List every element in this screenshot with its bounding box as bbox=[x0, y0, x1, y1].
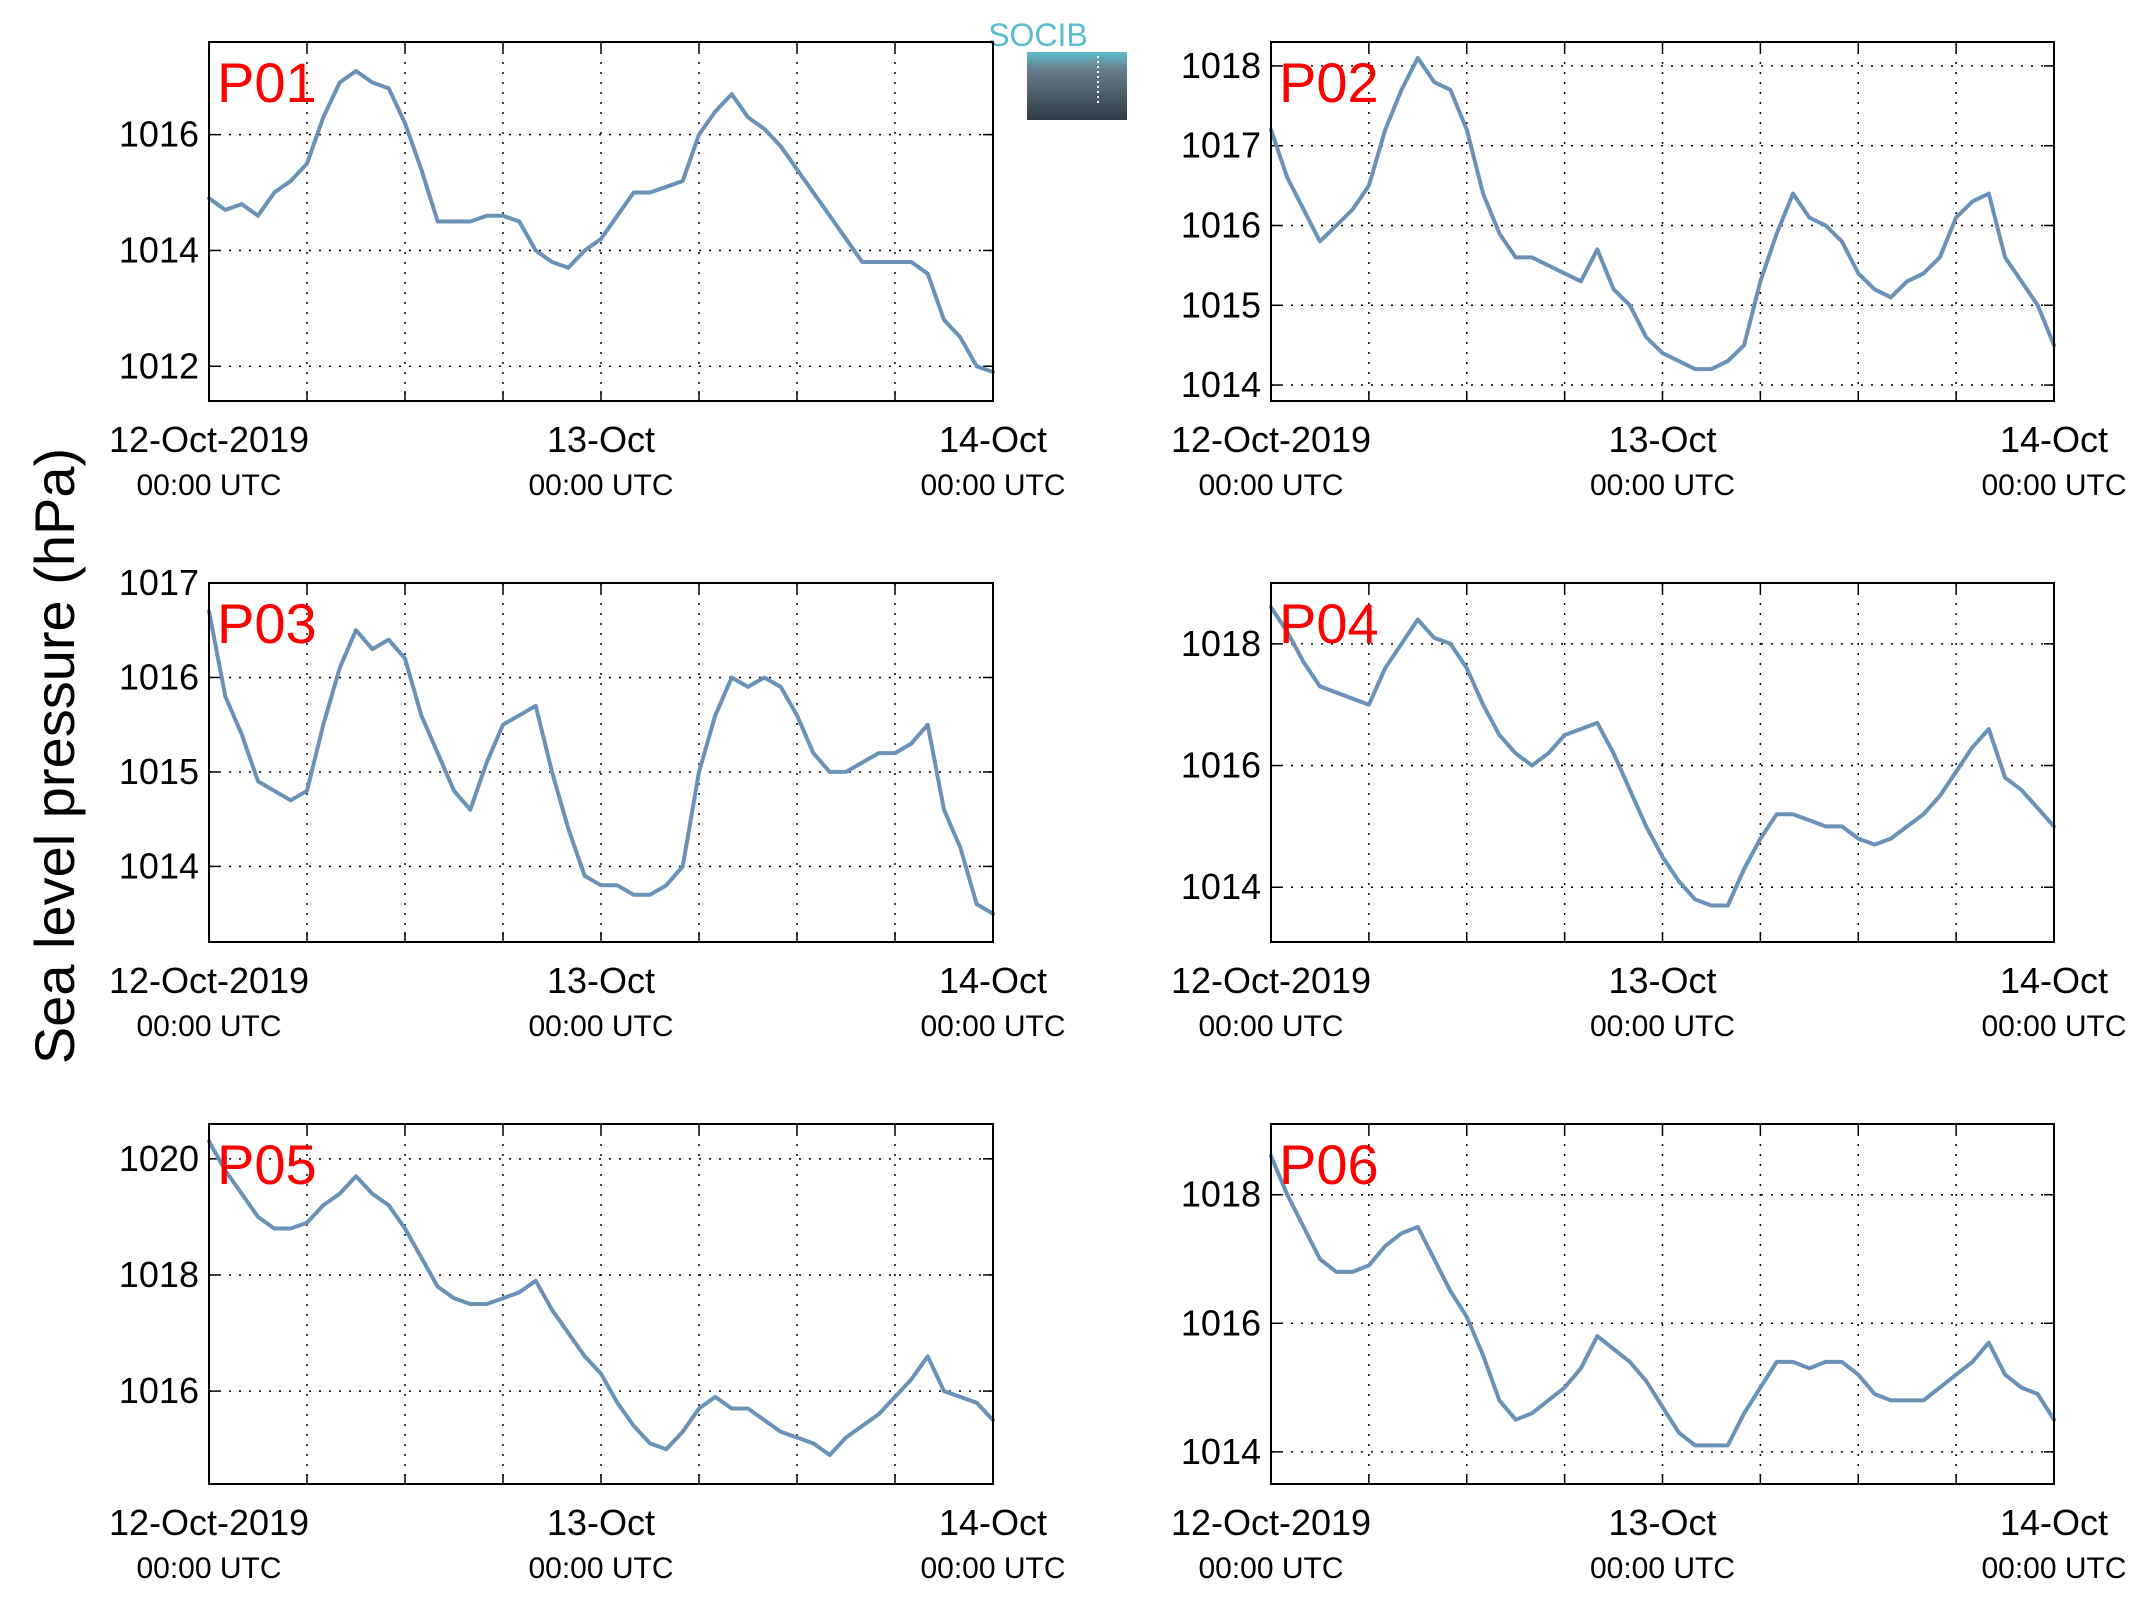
x-tick-sublabel: 00:00 UTC bbox=[1981, 469, 2126, 502]
x-tick-label: 13-Oct bbox=[547, 1502, 655, 1543]
series-line-p06 bbox=[1269, 1154, 2056, 1448]
x-tick-label: 12-Oct-2019 bbox=[109, 960, 309, 1001]
panel-label: P03 bbox=[217, 592, 317, 655]
axes-frame bbox=[1270, 1123, 2055, 1485]
x-tick-label: 13-Oct bbox=[547, 419, 655, 460]
series-line-p03 bbox=[207, 609, 995, 916]
y-tick-label: 1018 bbox=[1181, 623, 1261, 664]
x-tick-sublabel: 00:00 UTC bbox=[1198, 469, 1343, 502]
logo-block bbox=[1027, 52, 1127, 120]
x-tick-sublabel: 00:00 UTC bbox=[1590, 1010, 1735, 1043]
panel-p03: 1014 1015 1016 1017 12-Oct-2019 00:00 UTC 13-O… bbox=[109, 562, 1066, 1043]
x-tick-label: 14-Oct bbox=[939, 1502, 1047, 1543]
x-tick-sublabel: 00:00 UTC bbox=[136, 469, 281, 502]
panel-label: P06 bbox=[1279, 1133, 1379, 1196]
x-tick-label: 14-Oct bbox=[939, 419, 1047, 460]
x-tick-label: 14-Oct bbox=[2000, 419, 2108, 460]
x-tick-label: 12-Oct-2019 bbox=[1171, 1502, 1371, 1543]
x-tick-sublabel: 00:00 UTC bbox=[528, 1552, 673, 1585]
y-tick-label: 1015 bbox=[119, 751, 199, 792]
panels: 1012 1014 1016 12-Oct-2019 00:00 UTC 13-Oct 00… bbox=[109, 41, 2127, 1585]
y-tick-label: 1016 bbox=[119, 1370, 199, 1411]
y-tick-label: 1016 bbox=[1181, 204, 1261, 245]
x-tick-sublabel: 00:00 UTC bbox=[1198, 1010, 1343, 1043]
x-tick-label: 13-Oct bbox=[1608, 960, 1716, 1001]
panel-label: P04 bbox=[1279, 592, 1379, 655]
axes-frame bbox=[1270, 41, 2055, 402]
panel-p06: 1014 1016 1018 12-Oct-2019 00:00 UTC 13-Oct 00… bbox=[1171, 1123, 2127, 1585]
panel-label: P01 bbox=[217, 51, 317, 114]
x-tick-label: 12-Oct-2019 bbox=[109, 1502, 309, 1543]
panel-p01: 1012 1014 1016 12-Oct-2019 00:00 UTC 13-Oct 00… bbox=[109, 41, 1066, 502]
y-tick-label: 1014 bbox=[119, 229, 199, 270]
axes-frame bbox=[208, 1123, 994, 1485]
x-tick-sublabel: 00:00 UTC bbox=[920, 1552, 1065, 1585]
y-tick-label: 1014 bbox=[1181, 364, 1261, 405]
x-tick-label: 13-Oct bbox=[1608, 1502, 1716, 1543]
panel-p04: 1014 1016 1018 12-Oct-2019 00:00 UTC 13-Oct 00… bbox=[1171, 582, 2127, 1043]
x-tick-sublabel: 00:00 UTC bbox=[920, 469, 1065, 502]
x-tick-sublabel: 00:00 UTC bbox=[528, 469, 673, 502]
panel-p02: 1014 1015 1016 1017 1018 12-Oct-2019 00:00 UTC… bbox=[1171, 41, 2127, 502]
x-tick-label: 12-Oct-2019 bbox=[1171, 419, 1371, 460]
y-tick-label: 1017 bbox=[1181, 125, 1261, 166]
y-tick-label: 1018 bbox=[1181, 1174, 1261, 1215]
y-tick-label: 1012 bbox=[119, 345, 199, 386]
y-tick-label: 1016 bbox=[1181, 1302, 1261, 1343]
y-tick-label: 1017 bbox=[119, 562, 199, 603]
x-tick-label: 14-Oct bbox=[939, 960, 1047, 1001]
panel-p05: 1016 1018 1020 12-Oct-2019 00:00 UTC 13-Oct 00… bbox=[109, 1123, 1066, 1585]
y-tick-label: 1020 bbox=[119, 1138, 199, 1179]
x-tick-sublabel: 00:00 UTC bbox=[1590, 469, 1735, 502]
x-tick-label: 13-Oct bbox=[1608, 419, 1716, 460]
logo-text: SOCIB bbox=[988, 17, 1088, 53]
x-tick-sublabel: 00:00 UTC bbox=[1981, 1010, 2126, 1043]
series-line-p01 bbox=[207, 69, 995, 374]
x-tick-sublabel: 00:00 UTC bbox=[1981, 1552, 2126, 1585]
x-tick-sublabel: 00:00 UTC bbox=[1198, 1552, 1343, 1585]
x-tick-label: 13-Oct bbox=[547, 960, 655, 1001]
series-line-p05 bbox=[207, 1139, 995, 1457]
series-line-p04 bbox=[1269, 605, 2056, 908]
y-tick-label: 1016 bbox=[119, 656, 199, 697]
y-tick-label: 1014 bbox=[1181, 866, 1261, 907]
x-tick-sublabel: 00:00 UTC bbox=[1590, 1552, 1735, 1585]
x-tick-sublabel: 00:00 UTC bbox=[920, 1010, 1065, 1043]
y-tick-label: 1018 bbox=[119, 1254, 199, 1295]
axes-frame bbox=[208, 582, 994, 943]
axes-frame bbox=[208, 41, 994, 402]
x-tick-label: 14-Oct bbox=[2000, 960, 2108, 1001]
socib-logo: SOCIB bbox=[988, 17, 1127, 120]
x-tick-label: 12-Oct-2019 bbox=[1171, 960, 1371, 1001]
y-axis-label: Sea level pressure (hPa) bbox=[23, 448, 86, 1064]
x-tick-label: 12-Oct-2019 bbox=[109, 419, 309, 460]
panel-label: P02 bbox=[1279, 51, 1379, 114]
axes-frame bbox=[1270, 582, 2055, 943]
x-tick-sublabel: 00:00 UTC bbox=[136, 1010, 281, 1043]
y-tick-label: 1016 bbox=[1181, 745, 1261, 786]
series-line-p02 bbox=[1269, 56, 2056, 372]
y-tick-label: 1018 bbox=[1181, 45, 1261, 86]
y-tick-label: 1016 bbox=[119, 114, 199, 155]
y-tick-label: 1014 bbox=[119, 845, 199, 886]
x-tick-sublabel: 00:00 UTC bbox=[528, 1010, 673, 1043]
panel-label: P05 bbox=[217, 1133, 317, 1196]
x-tick-label: 14-Oct bbox=[2000, 1502, 2108, 1543]
x-tick-sublabel: 00:00 UTC bbox=[136, 1552, 281, 1585]
y-tick-label: 1015 bbox=[1181, 284, 1261, 325]
y-tick-label: 1014 bbox=[1181, 1431, 1261, 1472]
